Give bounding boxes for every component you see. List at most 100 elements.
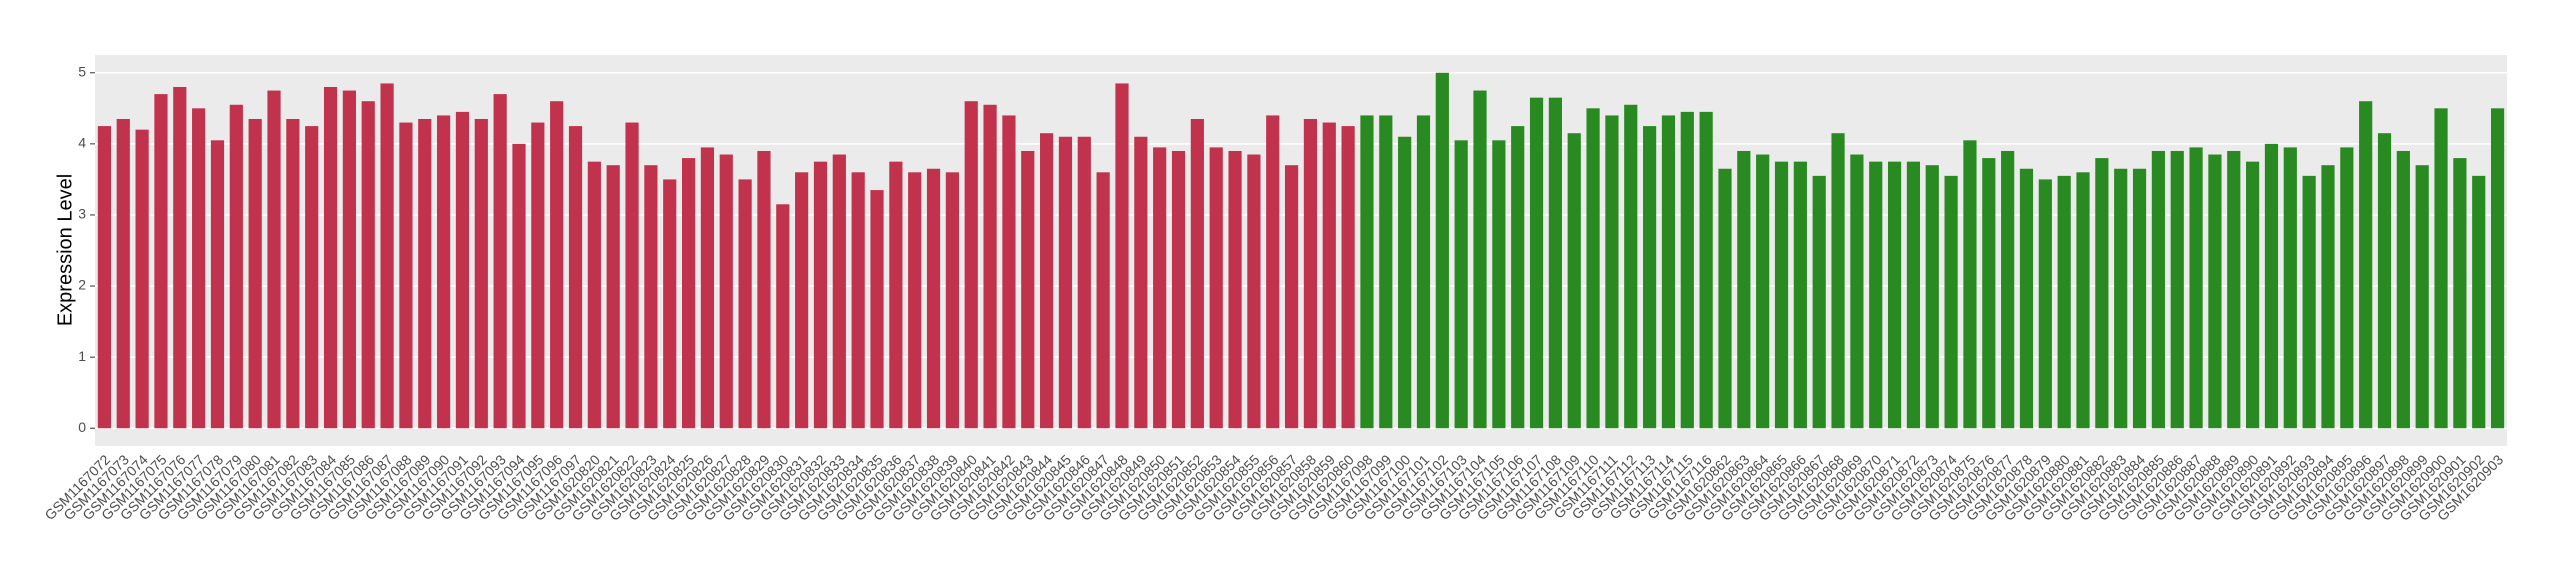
bar [1058,136,1073,429]
bar [286,118,300,429]
bar [1247,154,1261,429]
bar [663,179,677,429]
bar [1699,111,1713,429]
bar [1077,136,1091,429]
bar [474,118,488,429]
bar [1134,136,1148,429]
bar [531,122,545,429]
bar [2001,150,2015,429]
bar [2114,168,2128,429]
bar [625,122,639,429]
bar [2359,101,2373,429]
bar [1322,122,1336,429]
bar [1944,175,1958,429]
y-tick-label: 3 [78,206,86,222]
bar [2302,175,2316,429]
bar [719,154,733,429]
bar [2057,175,2071,429]
bar [1982,158,1996,429]
bar [2434,108,2448,429]
bar [1360,115,1374,429]
bar [1774,161,1789,429]
bar [2321,165,2335,429]
bar [2377,133,2392,429]
bar [1096,172,1110,429]
bar [2227,150,2241,429]
bar [2246,161,2260,429]
bar [135,129,149,429]
bar [1906,161,1921,429]
bar [173,86,187,429]
bar [1379,115,1393,429]
bar [1567,133,1581,429]
bar [700,147,715,429]
bar [1529,97,1544,429]
bar [851,172,865,429]
y-tick-label: 0 [78,419,86,435]
bar [399,122,413,429]
bar [455,111,470,429]
bar [1228,150,1242,429]
bar [1718,168,1732,429]
bar [97,126,112,429]
bar [738,179,752,429]
bar [192,108,206,429]
bar [2019,168,2034,429]
bar [2264,143,2279,429]
bar [2151,150,2165,429]
bar [568,126,583,429]
bar [210,140,225,429]
bar [1021,150,1035,429]
y-tick-label: 4 [78,135,86,151]
bar [1416,115,1431,429]
bar [493,94,507,429]
bar [1661,115,1676,429]
y-tick-label: 2 [78,277,86,293]
bar [1435,72,1449,429]
bar [757,150,771,429]
bar [1341,126,1355,429]
bar [1831,133,1845,429]
bar [361,101,375,429]
bar [1171,150,1186,429]
bar [1793,161,1807,429]
bar [380,83,394,429]
bar [437,115,451,429]
bar [550,101,564,429]
bar [1812,175,1826,429]
bar [1887,161,1902,429]
bar [1586,108,1600,429]
bar [908,172,922,429]
bar [1040,133,1054,429]
bar [512,143,526,429]
bar [1737,150,1751,429]
bar [2453,158,2467,429]
bar [1115,83,1129,429]
bar [795,172,809,429]
bar [2472,175,2486,429]
bar [1303,118,1318,429]
bar [1492,140,1506,429]
bar [2038,179,2052,429]
bar [342,90,356,429]
bar [1511,126,1525,429]
bar [776,204,790,429]
bar [2095,158,2109,429]
bar [1548,97,1562,429]
bar [606,165,620,429]
bar [1284,165,1299,429]
bar [1643,126,1657,429]
bar [305,126,319,429]
bar [229,104,243,429]
bar [964,101,978,429]
bar [2170,150,2184,429]
bar [323,86,338,429]
bar [116,118,130,429]
bar [1473,90,1487,429]
bar [889,161,903,429]
bar [1398,136,1412,429]
bar [832,154,846,429]
y-tick-label: 5 [78,63,86,79]
bar [1153,147,1167,429]
